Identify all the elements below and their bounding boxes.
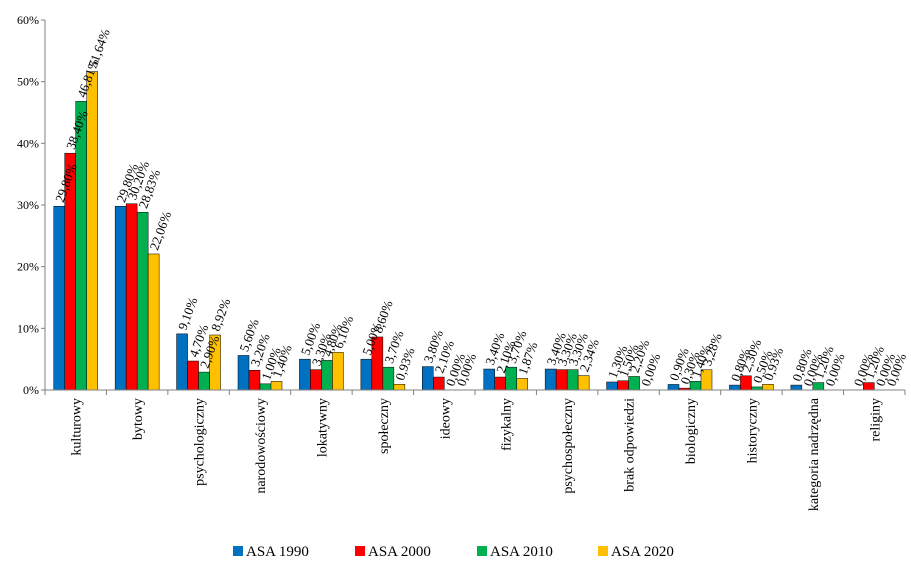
x-tick-label: religiny — [868, 398, 883, 442]
legend-swatch — [355, 546, 365, 556]
x-tick-label: ideowy — [438, 398, 453, 439]
bar — [494, 376, 506, 391]
y-axis: 0% 10% 20% 30% 40% 50% 60% — [17, 13, 46, 397]
x-tick-label: kulturowy — [70, 398, 85, 456]
data-label: 51,64% — [85, 27, 113, 70]
legend-label: ASA 2010 — [490, 544, 553, 560]
bar — [729, 384, 741, 391]
bar — [382, 366, 395, 391]
legend-swatch — [598, 546, 608, 556]
y-tick-label: 40% — [17, 136, 39, 150]
legend-label: ASA 2000 — [368, 544, 431, 560]
x-tick-label: psychologiczny — [193, 398, 208, 486]
bar — [53, 205, 65, 391]
bar — [310, 369, 322, 391]
legend-swatch — [233, 546, 243, 556]
data-label: 22,06% — [146, 209, 174, 252]
bar — [299, 358, 311, 391]
y-tick-label: 10% — [17, 321, 39, 335]
y-tick-label: 50% — [17, 75, 39, 89]
data-label: 8,92% — [208, 296, 234, 333]
y-tick-label: 20% — [17, 260, 39, 274]
bar — [136, 211, 149, 391]
x-tick-label: psychospołeczny — [561, 398, 576, 494]
x-tick-label: bytowy — [131, 398, 146, 440]
x-tick-label: biologiczny — [684, 398, 699, 464]
bar — [606, 381, 618, 391]
bar — [393, 384, 406, 391]
bar — [198, 371, 210, 391]
legend: ASA 1990 ASA 2000 ASA 2010 ASA 2020 — [233, 544, 674, 560]
bar — [544, 368, 557, 391]
x-axis: kulturowy bytowy psychologiczny narodowości… — [44, 389, 906, 511]
y-tick-label: 30% — [17, 198, 39, 212]
bar — [577, 375, 590, 391]
x-tick-label: kategoria nadrzędna — [807, 397, 822, 511]
x-tick-label: społeczny — [377, 398, 392, 454]
bar — [566, 369, 579, 391]
bar — [259, 383, 272, 391]
bar — [270, 381, 283, 391]
bar — [555, 369, 568, 391]
y-tick-label: 0% — [23, 383, 39, 397]
bar — [483, 368, 495, 391]
x-tick-label: brak odpowiedzi — [623, 398, 638, 492]
legend-swatch — [477, 546, 487, 556]
bar — [332, 352, 344, 391]
y-tick-label: 60% — [17, 13, 39, 27]
bar — [790, 384, 803, 391]
legend-label: ASA 2020 — [611, 544, 674, 560]
bar — [147, 253, 160, 391]
bar — [125, 203, 138, 391]
bar — [516, 378, 528, 391]
bar — [762, 384, 774, 391]
x-tick-label: fizykalny — [500, 398, 515, 451]
legend-label: ASA 1990 — [246, 544, 309, 560]
x-tick-label: lokatywny — [315, 398, 330, 457]
bar — [617, 380, 629, 391]
x-tick-label: narodowościowy — [254, 398, 269, 494]
bar — [248, 370, 261, 391]
data-label: 3,28% — [699, 331, 725, 368]
bar — [360, 358, 373, 391]
bar — [176, 333, 188, 391]
data-label: 6,10% — [331, 314, 357, 351]
bar — [114, 205, 127, 391]
bar — [667, 384, 680, 391]
x-tick-label: historyczny — [745, 398, 760, 463]
